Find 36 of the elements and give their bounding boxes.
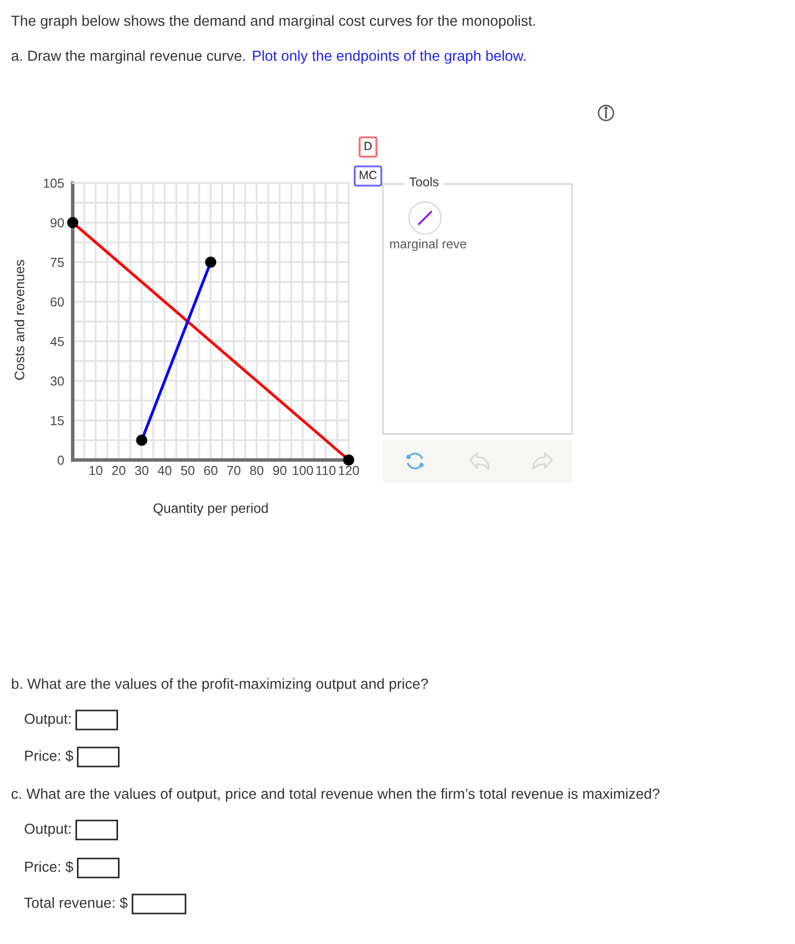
y-tick-label: 45 — [50, 337, 64, 346]
text: Price: $ — [25, 750, 74, 762]
x-tick-label: 90 — [273, 466, 286, 476]
x-tick-label: 40 — [158, 466, 172, 476]
y-axis-title: Costs and revenues — [14, 260, 24, 380]
text: Tools — [409, 177, 438, 186]
y-tick-label: 60 — [50, 297, 64, 307]
text: D — [364, 142, 372, 150]
y-tick-label: 15 — [50, 416, 64, 426]
x-tick-label: 110 — [316, 466, 336, 476]
y-tick-label: 75 — [50, 258, 64, 267]
y-tick-label: 105 — [44, 178, 64, 188]
x-tick-label: 70 — [227, 466, 240, 476]
x-tick-label: 100 — [292, 466, 313, 476]
chart-title: The graph below shows the demand and marginal cost curves for the monopolist. — [11, 15, 535, 29]
x-tick-label: 20 — [112, 466, 126, 476]
y-tick-label: 0 — [58, 456, 64, 465]
y-tick-label: 30 — [50, 376, 64, 386]
text: c. What are the values of output, price and total revenue when the firm’s total revenue is maximized? — [12, 788, 660, 802]
text: marginal reve — [390, 239, 466, 251]
x-axis-title: Quantity per period — [153, 503, 268, 516]
x-tick-label: 10 — [90, 466, 102, 476]
text: Plot only the endpoints of the graph below. — [253, 50, 526, 64]
text: Price: $ — [25, 860, 74, 873]
x-tick-label: 80 — [250, 466, 264, 476]
x-tick-label: 50 — [181, 466, 194, 476]
x-tick-label: 60 — [204, 466, 218, 476]
text: Total revenue: $ — [24, 896, 128, 909]
x-tick-label: 120 — [338, 466, 359, 476]
text: Output: — [24, 824, 70, 837]
text: a. Draw the marginal revenue curve. — [12, 50, 245, 64]
x-tick-label: 30 — [135, 466, 148, 476]
text: Output: — [24, 714, 70, 727]
text: MC — [360, 170, 377, 180]
text: b. What are the values of the profit-maximizing output and price? — [12, 678, 428, 692]
y-tick-label: 90 — [50, 218, 64, 228]
